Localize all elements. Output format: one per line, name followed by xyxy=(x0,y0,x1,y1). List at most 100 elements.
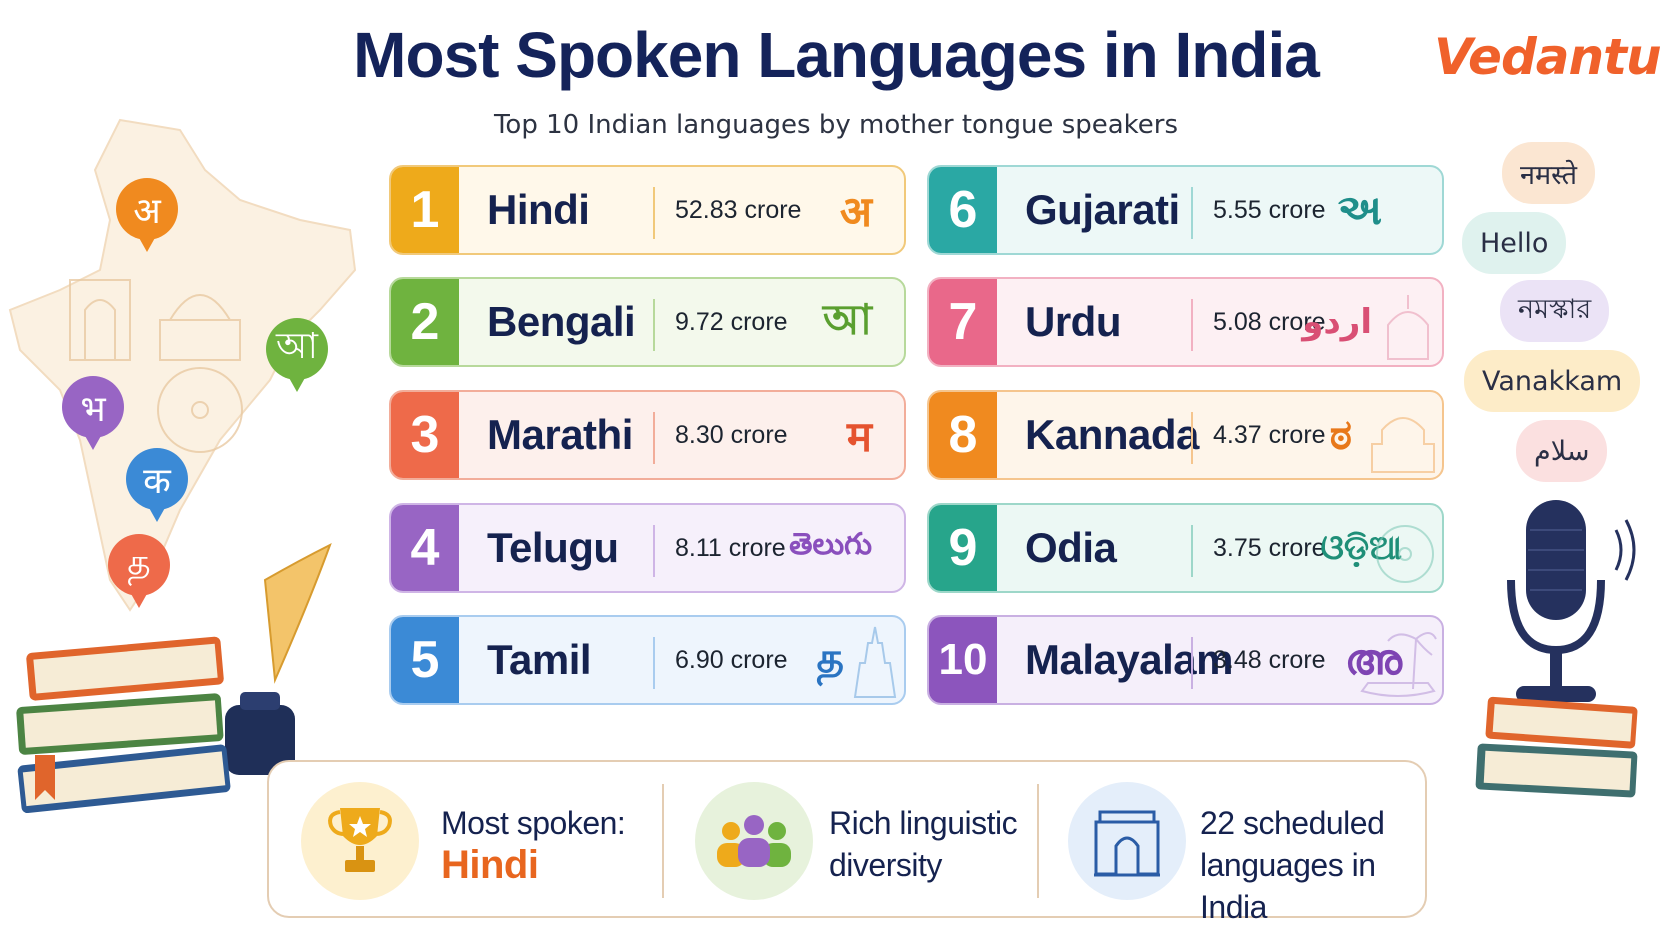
speaker-count: 5.55 crore xyxy=(1213,195,1326,224)
card-divider xyxy=(1191,637,1193,689)
facts-footer: Most spoken: Hindi Rich linguistic diver… xyxy=(267,760,1427,925)
map-pin-marathi: भ xyxy=(62,376,124,450)
fact-scheduled-languages: 22 scheduled languages in India xyxy=(1040,762,1425,925)
rank-badge: 3 xyxy=(391,392,459,478)
language-name: Bengali xyxy=(487,298,636,345)
greeting-text: नमस्ते xyxy=(1520,159,1578,191)
language-name: Malayalam xyxy=(1025,636,1233,683)
fact-text: Most spoken: Hindi xyxy=(441,802,626,887)
speaker-count: 3.75 crore xyxy=(1213,533,1326,562)
language-card-odia: 9 Odia 3.75 crore ଓଡ଼ିଆ xyxy=(927,503,1444,593)
people-icon xyxy=(717,815,791,867)
script-sample: த xyxy=(816,632,844,682)
trophy-icon xyxy=(328,808,392,872)
most-spoken-label: Most spoken: xyxy=(441,805,626,841)
speaker-count: 52.83 crore xyxy=(675,195,802,224)
greeting-bubble: Vanakkam xyxy=(1464,350,1641,412)
page-title: Most Spoken Languages in India xyxy=(353,19,1320,91)
language-name: Kannada xyxy=(1025,411,1199,458)
script-sample: അ xyxy=(1344,635,1402,684)
map-pin-hindi-south: क xyxy=(126,448,188,522)
card-divider xyxy=(1191,299,1193,351)
card-divider xyxy=(1191,187,1193,239)
palace-icon xyxy=(1371,417,1435,473)
language-card-urdu: 7 Urdu 5.08 crore اردو xyxy=(927,277,1444,367)
rank-badge: 2 xyxy=(391,279,459,365)
script-sample: म xyxy=(846,411,872,461)
pin-glyph: আ xyxy=(276,326,318,367)
language-card-marathi: 3 Marathi 8.30 crore म xyxy=(389,390,906,480)
rank-badge: 6 xyxy=(929,167,997,253)
pin-glyph: अ xyxy=(133,190,161,232)
rank-badge: 10 xyxy=(929,617,997,703)
script-sample: અ xyxy=(1337,185,1382,234)
people-icon-circle xyxy=(695,782,813,900)
language-card-hindi: 1 Hindi 52.83 crore अ xyxy=(389,165,906,255)
card-divider xyxy=(1191,525,1193,577)
rank-badge: 4 xyxy=(391,505,459,591)
trophy-icon-circle xyxy=(301,782,419,900)
rank-badge: 8 xyxy=(929,392,997,478)
speaker-count: 4.37 crore xyxy=(1213,420,1326,449)
greeting-text: سلام xyxy=(1534,435,1590,467)
card-divider xyxy=(653,637,655,689)
diversity-line-1: Rich linguistic xyxy=(829,805,1018,841)
page-subtitle: Top 10 Indian languages by mother tongue… xyxy=(493,110,1179,140)
india-gate-icon-circle xyxy=(1068,782,1186,900)
footer-divider xyxy=(1037,784,1039,898)
map-pin-bengali: আ xyxy=(266,318,328,392)
language-card-telugu: 4 Telugu 8.11 crore తెలుగు xyxy=(389,503,906,593)
scheduled-line-1: 22 scheduled xyxy=(1200,805,1385,841)
temple-icon xyxy=(853,626,897,698)
language-name: Tamil xyxy=(487,636,592,683)
footer-divider xyxy=(662,784,664,898)
speaker-count: 8.30 crore xyxy=(675,420,788,449)
speaker-count: 3.48 crore xyxy=(1213,645,1326,674)
speaker-count: 5.08 crore xyxy=(1213,307,1326,336)
card-divider xyxy=(653,299,655,351)
scheduled-line-2: languages in India xyxy=(1200,847,1376,925)
language-card-gujarati: 6 Gujarati 5.55 crore અ xyxy=(927,165,1444,255)
script-sample: अ xyxy=(839,186,872,236)
mosque-icon xyxy=(1387,295,1429,360)
language-name: Urdu xyxy=(1025,298,1122,345)
language-card-kannada: 8 Kannada 4.37 crore ಠ xyxy=(927,390,1444,480)
fact-text: 22 scheduled languages in India xyxy=(1200,802,1425,928)
card-divider xyxy=(653,187,655,239)
konark-wheel-icon xyxy=(1376,525,1434,583)
script-sample: اردو xyxy=(1302,302,1372,342)
map-pin-hindi: अ xyxy=(116,178,178,252)
card-divider xyxy=(653,525,655,577)
language-card-malayalam: 10 Malayalam 3.48 crore അ xyxy=(927,615,1444,705)
greeting-bubble: سلام xyxy=(1516,420,1608,482)
script-sample: আ xyxy=(823,294,872,344)
script-sample: ಠ xyxy=(1329,410,1352,459)
books-and-ink-illustration xyxy=(16,542,332,814)
pin-glyph: भ xyxy=(80,388,106,430)
rank-badge: 7 xyxy=(929,279,997,365)
speaker-count: 6.90 crore xyxy=(675,645,788,674)
greeting-text: Hello xyxy=(1480,227,1549,259)
diversity-line-2: diversity xyxy=(829,847,942,883)
language-card-tamil: 5 Tamil 6.90 crore த xyxy=(389,615,906,705)
greeting-bubble: নমস্কার xyxy=(1500,280,1610,342)
most-spoken-value: Hindi xyxy=(441,843,539,887)
script-sample: తెలుగు xyxy=(789,527,872,562)
card-divider xyxy=(653,412,655,464)
map-pin-tamil: த xyxy=(108,534,170,608)
script-sample: ଓଡ଼ିଆ xyxy=(1320,528,1402,568)
palm-houseboat-icon xyxy=(1360,632,1437,697)
language-name: Marathi xyxy=(487,411,633,458)
fact-diversity: Rich linguistic diversity xyxy=(665,762,1035,916)
brand-logo: Vedantu xyxy=(1434,28,1662,86)
language-name: Odia xyxy=(1025,524,1117,571)
language-card-bengali: 2 Bengali 9.72 crore আ xyxy=(389,277,906,367)
greeting-bubble: नमस्ते xyxy=(1502,142,1596,204)
rank-badge: 1 xyxy=(391,167,459,253)
language-name: Telugu xyxy=(487,524,619,571)
fact-most-spoken: Most spoken: Hindi xyxy=(269,762,649,916)
language-name: Gujarati xyxy=(1025,186,1180,233)
language-name: Hindi xyxy=(487,186,590,233)
rank-badge: 9 xyxy=(929,505,997,591)
card-divider xyxy=(1191,412,1193,464)
